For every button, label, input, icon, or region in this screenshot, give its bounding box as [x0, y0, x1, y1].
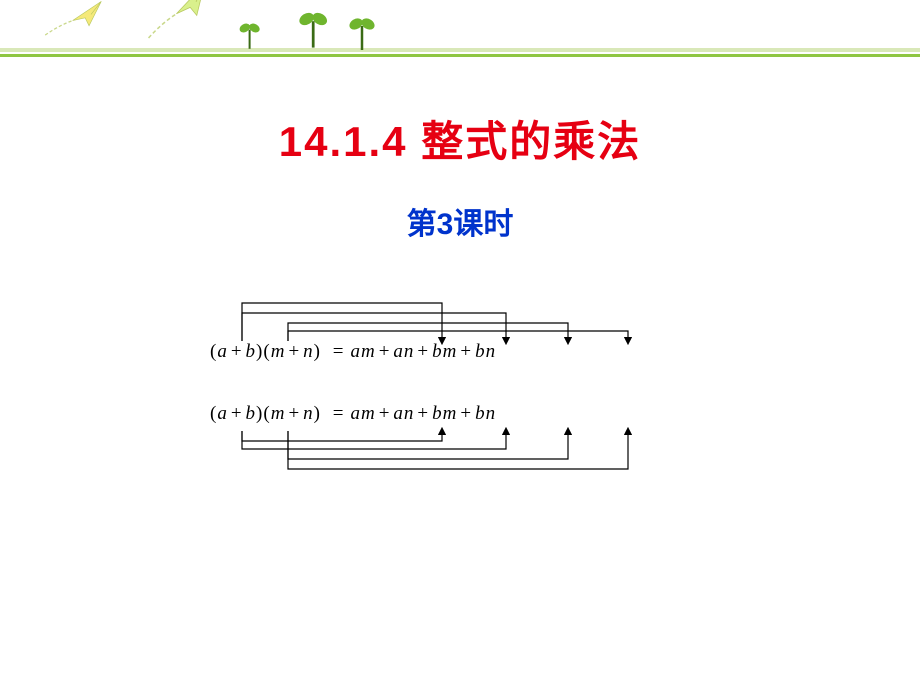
distribution-diagram-top: (a+b)(m+n) =am+an+bm+bn	[210, 293, 710, 363]
plus: +	[457, 403, 475, 424]
var-m: m	[271, 403, 286, 424]
term-am: am	[350, 341, 375, 362]
plus: +	[376, 341, 394, 362]
plus: +	[414, 403, 432, 424]
lparen: (	[263, 341, 270, 362]
plus: +	[285, 341, 303, 362]
term-bm: bm	[432, 341, 457, 362]
diagram-area: (a+b)(m+n) =am+an+bm+bn (a+b)(m+n) =am+a…	[210, 293, 710, 500]
plus: +	[376, 403, 394, 424]
plus: +	[414, 341, 432, 362]
equals: =	[327, 341, 351, 362]
rparen: )	[314, 341, 321, 362]
term-an: an	[393, 341, 414, 362]
var-m: m	[271, 341, 286, 362]
var-n: n	[303, 341, 314, 362]
var-b: b	[246, 403, 257, 424]
plus: +	[228, 341, 246, 362]
page-title: 14.1.4 整式的乘法	[0, 108, 920, 169]
term-bn: bn	[475, 403, 496, 424]
lparen: (	[263, 403, 270, 424]
term-am: am	[350, 403, 375, 424]
var-b: b	[246, 341, 257, 362]
equals: =	[327, 403, 351, 424]
decorative-banner	[0, 0, 920, 68]
var-a: a	[217, 341, 228, 362]
plus: +	[285, 403, 303, 424]
var-a: a	[217, 403, 228, 424]
plus: +	[228, 403, 246, 424]
banner-svg	[0, 0, 920, 68]
rparen: )	[314, 403, 321, 424]
term-bn: bn	[475, 341, 496, 362]
var-n: n	[303, 403, 314, 424]
formula-2: (a+b)(m+n) =am+an+bm+bn	[210, 403, 710, 425]
distribution-diagram-bottom: (a+b)(m+n) =am+an+bm+bn	[210, 403, 710, 500]
plus: +	[457, 341, 475, 362]
formula-1: (a+b)(m+n) =am+an+bm+bn	[210, 293, 710, 363]
term-bm: bm	[432, 403, 457, 424]
page-subtitle: 第3课时	[0, 199, 920, 243]
arrows-bottom	[210, 425, 710, 495]
term-an: an	[393, 403, 414, 424]
